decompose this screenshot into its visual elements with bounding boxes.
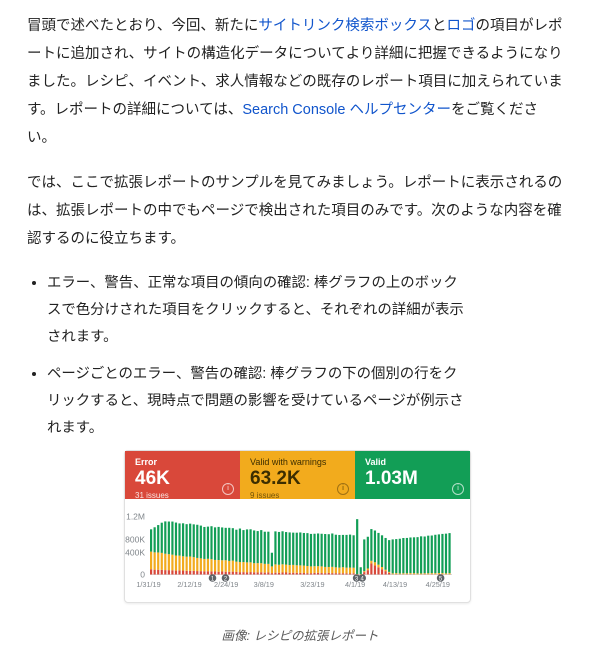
- svg-text:1.2M: 1.2M: [126, 512, 145, 522]
- svg-text:2/12/19: 2/12/19: [177, 580, 201, 589]
- svg-text:800K: 800K: [125, 535, 145, 545]
- svg-text:0: 0: [140, 570, 145, 580]
- svg-text:4/13/19: 4/13/19: [383, 580, 407, 589]
- svg-text:400K: 400K: [125, 548, 145, 558]
- svg-text:1/31/19: 1/31/19: [136, 580, 160, 589]
- svg-text:3/23/19: 3/23/19: [300, 580, 324, 589]
- svg-text:4/25/19: 4/25/19: [426, 580, 450, 589]
- svg-text:3/8/19: 3/8/19: [254, 580, 274, 589]
